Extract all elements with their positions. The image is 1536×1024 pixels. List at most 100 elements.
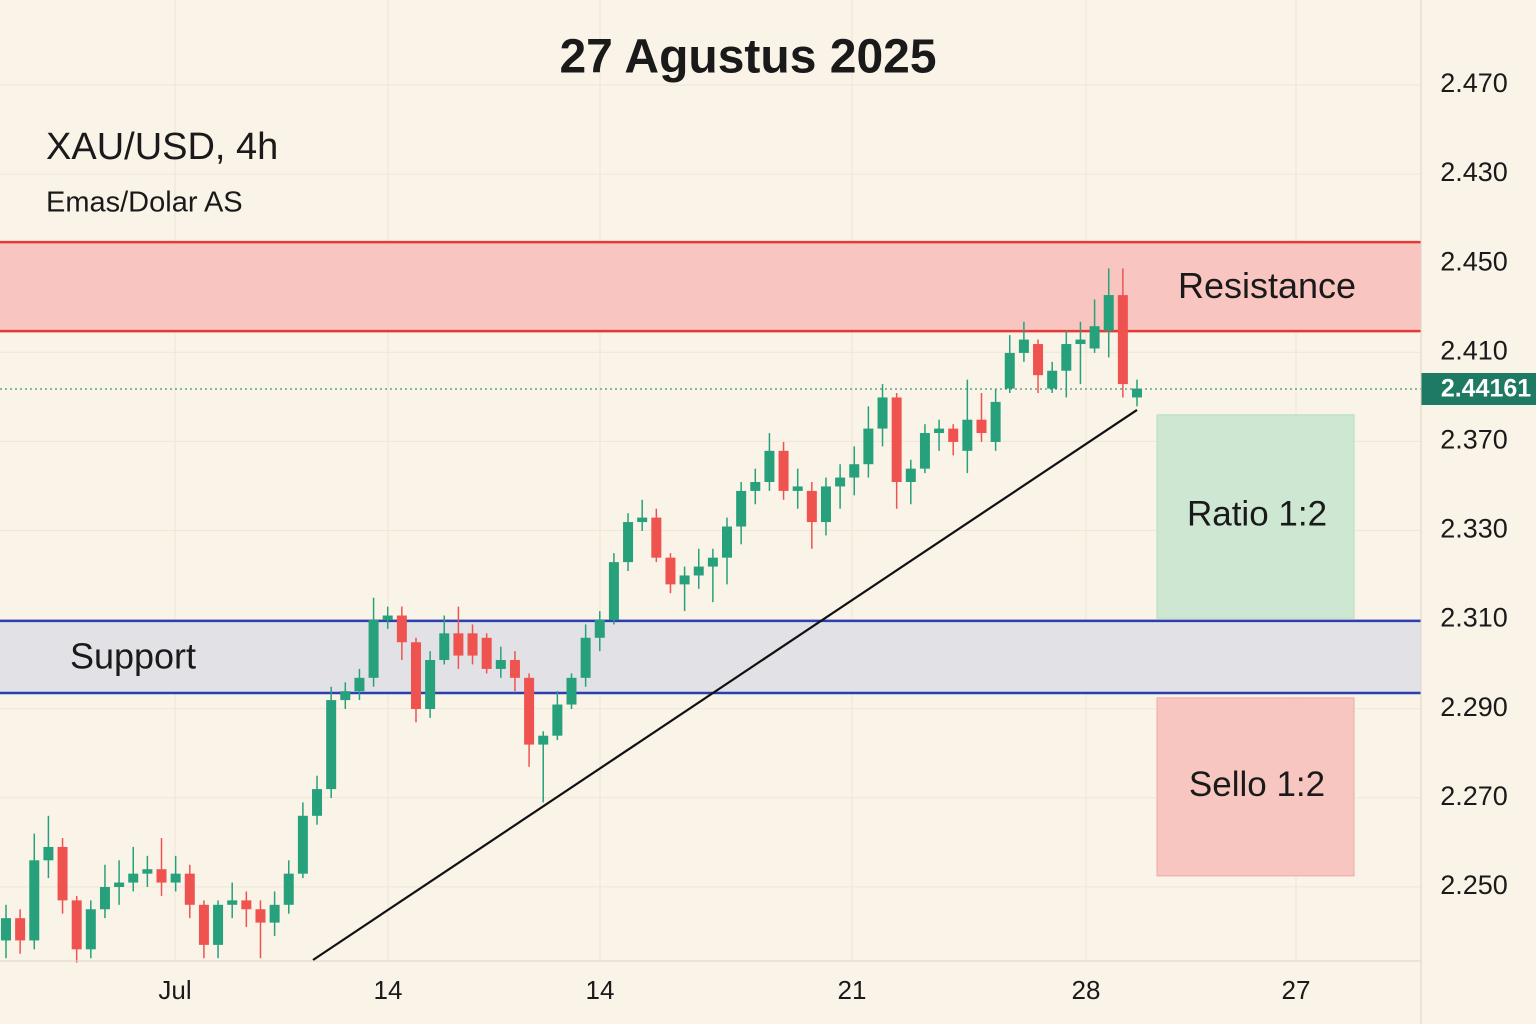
candle-body xyxy=(722,526,733,558)
y-tick-label: 2.470 xyxy=(1440,68,1508,98)
candle-body xyxy=(891,397,902,483)
candle-body xyxy=(15,918,26,941)
candle-body xyxy=(665,557,676,585)
candle-body xyxy=(467,633,478,656)
candle-body xyxy=(241,900,252,910)
candle-body xyxy=(608,562,619,620)
candle-body xyxy=(312,789,323,816)
price-tag xyxy=(1421,372,1536,405)
candle-body xyxy=(948,428,959,442)
candle-body xyxy=(410,642,421,709)
x-tick-label: 21 xyxy=(838,975,867,1005)
candle-body xyxy=(750,482,761,491)
candle-body xyxy=(580,637,591,678)
subtitle: Emas/Dolar AS xyxy=(46,187,243,219)
candle-body xyxy=(198,904,209,945)
candle-body xyxy=(481,637,492,669)
y-tick-label: 2.450 xyxy=(1440,246,1508,276)
candle-body xyxy=(1103,295,1114,331)
candle-body xyxy=(269,904,280,923)
box-label: Ratio 1:2 xyxy=(1187,495,1327,534)
candle-body xyxy=(1018,339,1029,353)
candle-body xyxy=(368,619,379,678)
candle-body xyxy=(524,677,535,745)
candle-body xyxy=(1089,326,1100,349)
candle-body xyxy=(184,873,195,905)
candle-body xyxy=(919,433,930,469)
candle-body xyxy=(354,677,365,692)
candle-body xyxy=(990,401,1001,442)
candle-body xyxy=(29,860,40,941)
candle-body xyxy=(1117,295,1128,385)
candle-body xyxy=(934,428,945,434)
candle-body xyxy=(439,633,450,661)
candle-body xyxy=(1,918,11,941)
price-tag-label: 2.44161 xyxy=(1441,375,1531,403)
candle-body xyxy=(85,909,96,950)
y-tick-label: 2.250 xyxy=(1440,870,1508,900)
candle-body xyxy=(849,464,860,478)
candle-body xyxy=(156,869,167,883)
candle-body xyxy=(283,873,294,905)
candle-body xyxy=(1004,352,1015,389)
y-tick-label: 2.370 xyxy=(1440,425,1508,455)
candle-body xyxy=(326,700,337,790)
y-tick-label: 2.430 xyxy=(1440,157,1508,187)
candle-body xyxy=(637,517,648,523)
candle-body xyxy=(340,691,351,701)
x-tick-label: Jul xyxy=(158,975,191,1005)
candle-body xyxy=(736,490,747,527)
candle-body xyxy=(623,522,634,563)
x-tick-label: 14 xyxy=(586,975,615,1005)
candle-body xyxy=(764,450,775,483)
candle-body xyxy=(99,887,110,910)
candle-body xyxy=(651,517,662,558)
symbol: XAU/USD, 4h xyxy=(46,126,278,168)
candle-body xyxy=(806,490,817,523)
zone-label: Support xyxy=(70,635,196,676)
candle-body xyxy=(509,660,520,678)
y-tick-label: 2.270 xyxy=(1440,781,1508,811)
candle-body xyxy=(1075,339,1086,345)
candle-body xyxy=(962,419,973,451)
candle-body xyxy=(778,450,789,491)
candle-body xyxy=(43,846,54,861)
candle-body xyxy=(693,566,704,576)
candle-body xyxy=(142,869,153,874)
candle-body xyxy=(170,873,181,883)
candle-body xyxy=(835,477,846,487)
candle-body xyxy=(1047,370,1058,389)
candle-body xyxy=(128,873,139,883)
candle-body xyxy=(863,428,874,465)
candle-body xyxy=(707,557,718,567)
candle-body xyxy=(594,619,605,638)
candle-body xyxy=(57,846,68,901)
trendline xyxy=(312,408,1138,961)
candle-body xyxy=(552,704,563,736)
candle-body xyxy=(425,660,436,709)
candle-body xyxy=(396,615,407,643)
x-tick-label: 27 xyxy=(1282,975,1311,1005)
y-tick-label: 2.310 xyxy=(1440,603,1508,633)
x-tick-label: 14 xyxy=(374,975,403,1005)
candle-body xyxy=(792,486,803,491)
candle-body xyxy=(538,735,549,745)
candle-body xyxy=(679,575,690,585)
candle-body xyxy=(1132,388,1142,398)
candle-body xyxy=(495,660,506,669)
candle-body xyxy=(1061,344,1072,371)
candle-body xyxy=(213,904,224,945)
candle-body xyxy=(382,615,393,620)
candle-body xyxy=(1033,344,1044,376)
y-tick-label: 2.330 xyxy=(1440,514,1508,544)
candle-body xyxy=(227,900,238,905)
y-tick-label: 2.290 xyxy=(1440,692,1508,722)
target-box xyxy=(1156,697,1355,877)
candle-body xyxy=(297,815,308,874)
y-tick-label: 2.410 xyxy=(1440,335,1508,365)
candle-body xyxy=(905,468,916,483)
candle-body xyxy=(453,633,464,656)
zone-label: Resistance xyxy=(1178,265,1356,306)
zone xyxy=(0,620,1421,693)
